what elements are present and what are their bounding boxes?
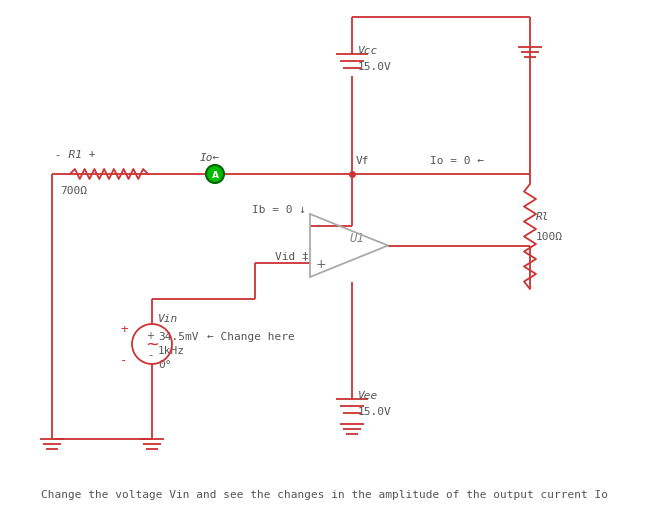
Text: -: - xyxy=(120,354,128,367)
Text: +: + xyxy=(316,257,327,270)
Text: Vee: Vee xyxy=(358,390,378,400)
Text: Change the voltage Vin and see the changes in the amplitude of the output curren: Change the voltage Vin and see the chang… xyxy=(41,489,608,499)
Text: ~: ~ xyxy=(145,335,159,353)
Text: 34.5mV: 34.5mV xyxy=(158,331,198,342)
Text: -: - xyxy=(316,220,321,233)
Text: - R1 +: - R1 + xyxy=(55,150,95,160)
Text: Vid ‡: Vid ‡ xyxy=(275,251,308,261)
Text: ← Change here: ← Change here xyxy=(207,331,295,342)
Text: 100Ω: 100Ω xyxy=(536,232,563,242)
Text: Ib = 0 ↓: Ib = 0 ↓ xyxy=(252,205,306,215)
Text: Io←: Io← xyxy=(200,153,220,163)
Text: A: A xyxy=(211,170,218,179)
Text: Vf: Vf xyxy=(356,156,369,165)
Text: Io = 0 ←: Io = 0 ← xyxy=(430,156,484,165)
Text: 0°: 0° xyxy=(158,359,172,369)
Text: +: + xyxy=(146,330,154,341)
Text: Rl: Rl xyxy=(536,212,550,222)
Text: Vin: Vin xyxy=(158,314,178,323)
Text: 1kHz: 1kHz xyxy=(158,345,185,355)
Circle shape xyxy=(206,165,224,184)
Text: Vcc: Vcc xyxy=(358,46,378,56)
Text: U1: U1 xyxy=(350,232,365,244)
Text: 700Ω: 700Ω xyxy=(60,186,87,195)
Text: -: - xyxy=(148,349,152,359)
Text: 15.0V: 15.0V xyxy=(358,62,392,72)
Text: +: + xyxy=(120,322,128,335)
Text: 15.0V: 15.0V xyxy=(358,406,392,416)
